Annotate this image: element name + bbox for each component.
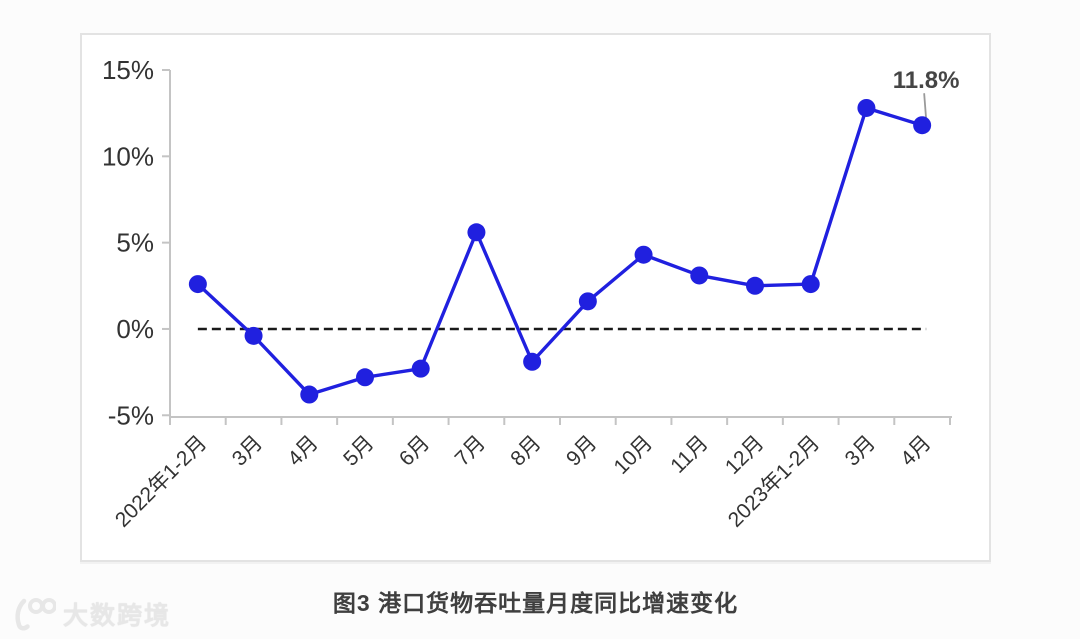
data-point [634,245,653,264]
x-tick-label: 2022年1-2月 [111,431,211,531]
data-point [300,385,319,404]
y-tick-label: 0% [116,314,154,344]
x-tick-label: 12月 [721,431,769,479]
x-tick-label: 11月 [666,431,713,478]
annotation-leader-line [923,93,928,120]
y-tick-label: 5% [116,228,154,258]
data-point [801,275,820,294]
data-point [411,359,430,378]
data-point [356,368,374,387]
data-point [523,352,542,371]
line-chart: 15%10%5%0%-5%2022年1-2月 3月 4月 5月 6月 7月 8月 9月 10月 1… [102,55,960,532]
data-label: 11.8% [893,67,960,94]
x-tick-label: 8月 [506,431,545,470]
series-line [196,106,924,397]
data-point [913,116,932,135]
data-point [244,326,263,345]
data-point [467,223,486,242]
x-tick-label: 7月 [451,431,490,470]
y-tick-label: 15% [102,55,154,85]
watermark-text: 大数跨境 [63,602,172,630]
x-tick-label: 3月 [841,431,880,470]
data-point [746,276,764,295]
x-tick-label: 9月 [562,431,601,470]
x-tick-label: 6月 [395,431,434,470]
x-tick-label: 4月 [896,431,935,470]
chart-caption: 图3 港口货物吞吐量月度同比增速变化 [332,590,739,616]
data-point [857,98,876,117]
watermark: 大数跨境 [10,594,171,634]
x-tick-label: 4月 [283,431,322,470]
watermark-logo-icon [15,598,56,631]
x-tick-label: 10月 [609,431,657,479]
data-point [690,266,709,285]
y-tick-label: -5% [108,400,154,430]
x-tick-label: 3月 [228,431,267,470]
x-tick-label: 5月 [339,431,378,470]
data-point [578,292,597,311]
y-tick-label: 10% [102,141,154,171]
data-point [188,275,207,294]
chart-panel: 15% 10% 5% 0% -5% 2022年1-2月 3月 4月 5月 6月 7月 8月 9月 10月 1… [80,33,991,562]
